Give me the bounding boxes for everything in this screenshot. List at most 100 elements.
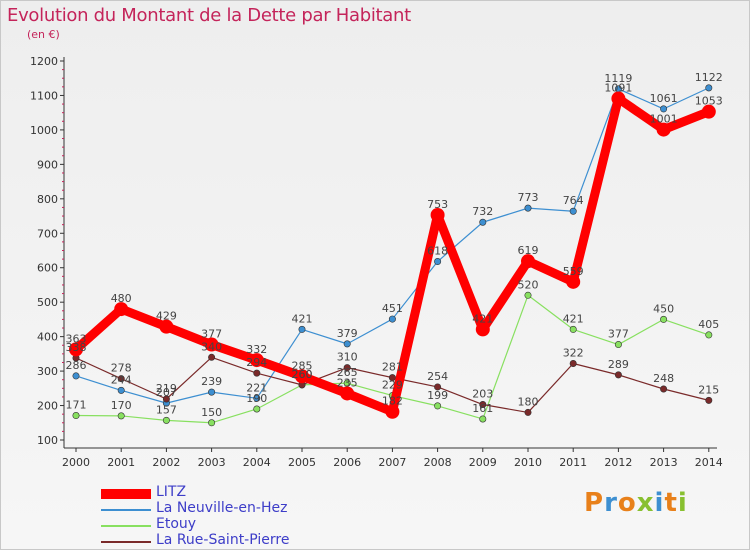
- data-point-la-rue-saint-pierre: [524, 408, 532, 416]
- data-labels: 363 480 429 377 332 285 235 182 753 421 619 559 1091…: [66, 71, 723, 419]
- data-label-litz: 363: [66, 332, 87, 345]
- data-point-la-rue-saint-pierre: [343, 364, 351, 372]
- data-label-etouy: 265: [337, 366, 358, 379]
- legend-label-la-neuville-en-hez: La Neuville-en-Hez: [156, 500, 288, 516]
- data-label-la-neuville-en-hez: 379: [337, 327, 358, 340]
- x-tick-label-2010: 2010: [514, 456, 542, 469]
- data-label-litz: 429: [156, 310, 177, 323]
- data-label-la-rue-saint-pierre: 289: [608, 358, 629, 371]
- data-label-etouy: 421: [563, 312, 584, 325]
- data-point-etouy: [614, 341, 622, 349]
- x-tick-label-2005: 2005: [288, 456, 316, 469]
- data-label-etouy: 229: [382, 379, 403, 392]
- data-label-la-neuville-en-hez: 732: [472, 205, 493, 218]
- data-label-la-neuville-en-hez: 286: [66, 359, 87, 372]
- data-point-la-neuville-en-hez: [434, 258, 442, 266]
- data-label-la-neuville-en-hez: 239: [201, 375, 222, 388]
- data-label-litz: 1053: [695, 95, 723, 108]
- data-point-litz: [475, 322, 490, 337]
- data-label-etouy: 161: [472, 402, 493, 415]
- x-tick-label-2013: 2013: [650, 456, 678, 469]
- data-point-la-neuville-en-hez: [208, 388, 216, 396]
- data-point-la-rue-saint-pierre: [162, 395, 170, 403]
- x-tick-label-2009: 2009: [469, 456, 497, 469]
- legend-label-litz: LITZ: [156, 484, 187, 500]
- x-tick-label-2012: 2012: [604, 456, 632, 469]
- data-point-etouy: [705, 331, 713, 339]
- data-label-la-neuville-en-hez: 244: [111, 373, 132, 386]
- data-point-etouy: [524, 291, 532, 299]
- data-point-la-neuville-en-hez: [479, 218, 487, 226]
- y-tick-label-400: 400: [37, 331, 58, 344]
- chart-title: Evolution du Montant de la Dette par Hab…: [7, 5, 411, 26]
- data-point-etouy: [162, 416, 170, 424]
- data-label-litz: 285: [292, 359, 313, 372]
- legend-label-etouy: Etouy: [156, 516, 197, 532]
- legend-swatch-etouy: [101, 525, 151, 527]
- logo-letter: x: [636, 488, 655, 518]
- x-tick-label-2011: 2011: [559, 456, 587, 469]
- data-label-litz: 421: [472, 312, 493, 325]
- data-point-etouy: [208, 419, 216, 427]
- data-label-la-neuville-en-hez: 221: [246, 381, 267, 394]
- data-point-etouy: [569, 325, 577, 333]
- data-label-la-rue-saint-pierre: 281: [382, 361, 403, 374]
- data-label-litz: 480: [111, 292, 132, 305]
- legend-swatch-litz: [101, 489, 151, 499]
- data-point-etouy: [117, 412, 125, 420]
- data-label-la-rue-saint-pierre: 248: [653, 372, 674, 385]
- x-tick-label-2007: 2007: [378, 456, 406, 469]
- data-point-la-neuville-en-hez: [388, 315, 396, 323]
- x-tick-label-2003: 2003: [198, 456, 226, 469]
- data-label-litz: 332: [246, 343, 267, 356]
- data-label-la-neuville-en-hez: 618: [427, 245, 448, 258]
- logo-letter: P: [584, 488, 605, 518]
- data-label-etouy: 171: [66, 399, 87, 412]
- data-point-la-neuville-en-hez: [524, 204, 532, 212]
- y-tick-label-600: 600: [37, 262, 58, 275]
- data-point-etouy: [479, 415, 487, 423]
- data-label-etouy: 150: [201, 406, 222, 419]
- data-label-la-neuville-en-hez: 1122: [695, 71, 723, 84]
- data-point-litz: [69, 342, 83, 357]
- data-label-la-rue-saint-pierre: 278: [111, 362, 132, 375]
- data-point-litz: [701, 104, 716, 119]
- data-point-etouy: [253, 405, 261, 413]
- logo-letter: o: [617, 488, 637, 518]
- data-label-la-rue-saint-pierre: 310: [337, 351, 358, 364]
- data-point-litz: [159, 319, 174, 334]
- x-tick-label-2008: 2008: [424, 456, 452, 469]
- data-label-la-neuville-en-hez: 773: [518, 191, 539, 204]
- data-label-la-neuville-en-hez: 421: [292, 312, 313, 325]
- data-point-litz: [656, 122, 671, 137]
- data-label-litz: 235: [337, 376, 358, 389]
- y-tick-label-200: 200: [37, 400, 58, 413]
- y-tick-label-1100: 1100: [30, 89, 58, 102]
- y-tick-label-700: 700: [37, 227, 58, 240]
- data-label-la-rue-saint-pierre: 260: [292, 368, 313, 381]
- data-point-litz: [204, 337, 219, 352]
- chart-subtitle: (en €): [27, 28, 60, 41]
- data-point-la-rue-saint-pierre: [479, 401, 487, 409]
- data-label-etouy: 520: [518, 278, 539, 291]
- data-label-litz: 559: [563, 265, 584, 278]
- data-label-la-neuville-en-hez: 764: [563, 194, 584, 207]
- data-label-la-rue-saint-pierre: 322: [563, 347, 584, 360]
- series-layer: [69, 84, 716, 427]
- data-point-la-rue-saint-pierre: [117, 375, 125, 383]
- data-point-la-rue-saint-pierre: [388, 374, 396, 382]
- data-point-la-rue-saint-pierre: [705, 396, 713, 404]
- data-point-la-neuville-en-hez: [569, 207, 577, 215]
- x-tick-label-2002: 2002: [152, 456, 180, 469]
- data-label-la-rue-saint-pierre: 294: [246, 356, 267, 369]
- data-label-la-rue-saint-pierre: 338: [66, 341, 87, 354]
- data-point-litz: [385, 404, 400, 419]
- data-point-etouy: [434, 402, 442, 410]
- data-point-la-neuville-en-hez: [660, 105, 668, 113]
- x-tick-label-2001: 2001: [107, 456, 135, 469]
- data-point-la-neuville-en-hez: [253, 394, 261, 402]
- data-point-la-rue-saint-pierre: [614, 371, 622, 379]
- legend-label-la-rue-saint-pierre: La Rue-Saint-Pierre: [156, 532, 290, 548]
- data-point-la-rue-saint-pierre: [434, 383, 442, 391]
